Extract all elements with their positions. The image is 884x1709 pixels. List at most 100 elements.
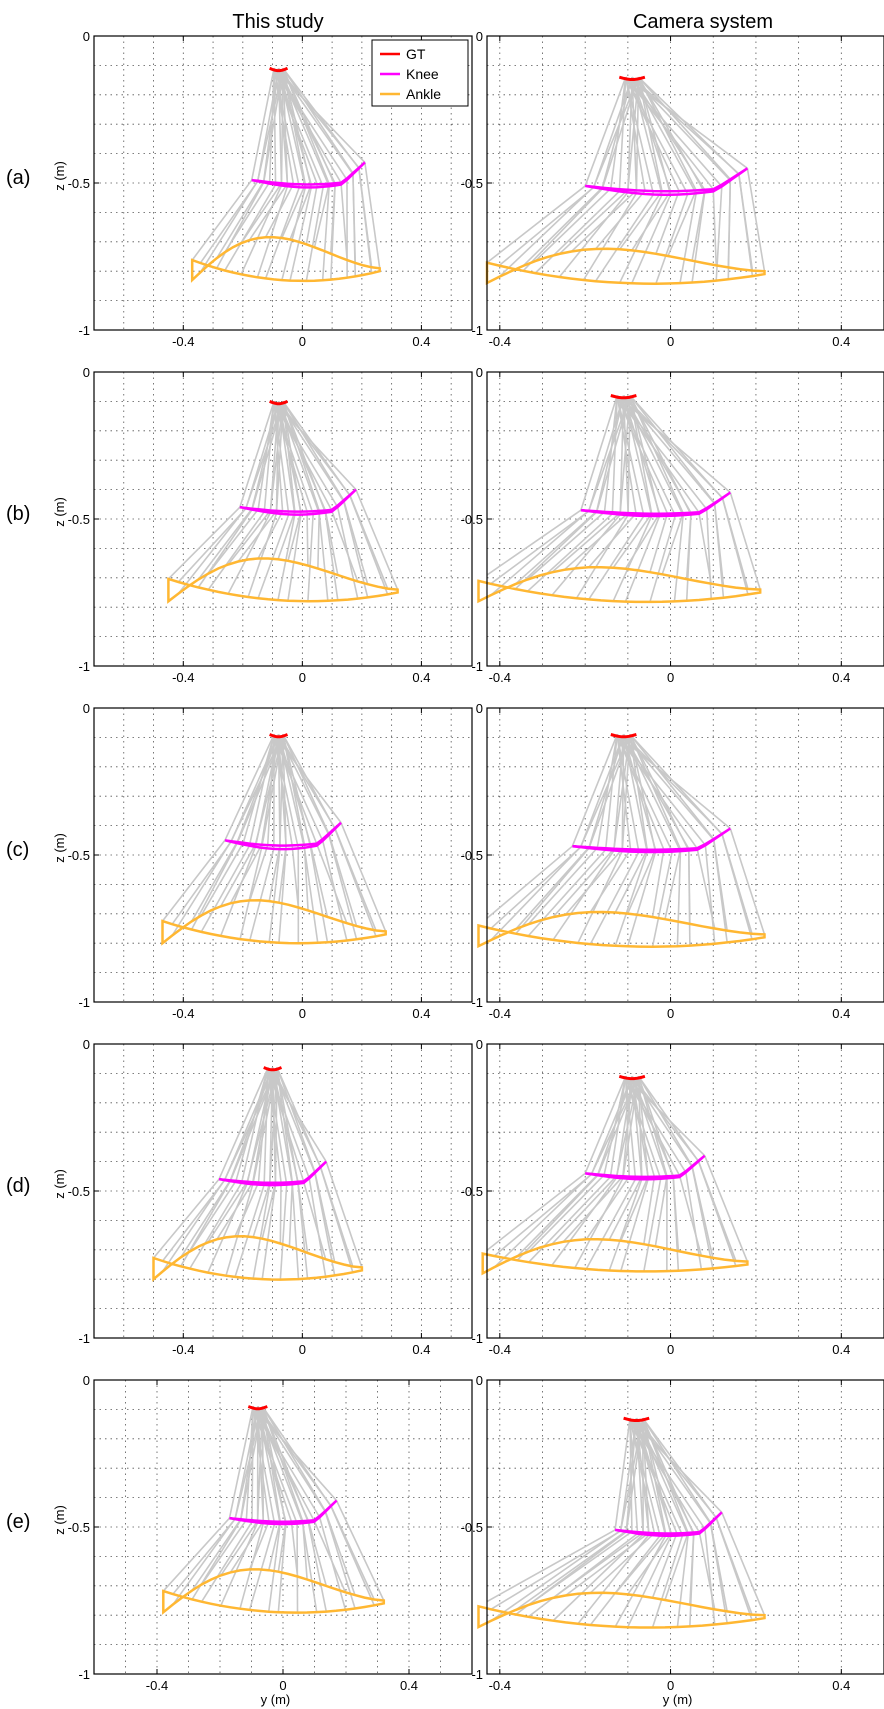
thigh-segment [267, 1067, 310, 1179]
shank-segment [487, 509, 582, 576]
thigh-segment [611, 395, 618, 514]
shank-segment [534, 187, 612, 262]
thigh-segment [601, 76, 633, 188]
shank-segment [324, 1510, 356, 1596]
thigh-segment [623, 733, 723, 835]
ankle-trajectory [190, 235, 381, 283]
thigh-segment [282, 68, 330, 185]
shank-segment [705, 509, 713, 599]
shank-segment [191, 179, 253, 261]
ankle-trajectory [477, 565, 762, 604]
shank-segment [676, 851, 682, 947]
shank-segment [334, 827, 377, 931]
thigh-segment [592, 76, 633, 188]
shank-segment [490, 1529, 622, 1622]
shank-segment [620, 1176, 649, 1242]
shank-segment [306, 511, 309, 566]
y-axis-label: z (m) [52, 1169, 67, 1199]
shank-segment [676, 1534, 689, 1628]
shank-segment [614, 1532, 667, 1594]
x-tick-label: 0.4 [832, 334, 850, 349]
shank-segment [307, 1522, 328, 1612]
thigh-segment [588, 395, 631, 512]
x-tick-label: -0.4 [489, 1006, 511, 1021]
shank-segment [191, 1518, 242, 1591]
ankle-trajectory [152, 1235, 364, 1282]
shank-segment [515, 846, 590, 930]
thigh-segment [273, 400, 357, 491]
thigh-segment [228, 1406, 254, 1519]
knee-trajectory [224, 821, 342, 851]
shank-segment [229, 844, 263, 904]
shank-segment [324, 510, 339, 576]
shank-segment [352, 173, 357, 263]
thigh-segment [625, 76, 723, 187]
shank-segment [673, 515, 684, 602]
thigh-segment [616, 734, 673, 852]
ankle-trajectory [477, 910, 766, 949]
shank-segment [493, 1173, 592, 1257]
thigh-segment [616, 395, 645, 517]
shank-segment [172, 1518, 236, 1606]
shank-segment [305, 186, 324, 281]
ankle-trajectory [481, 1237, 749, 1276]
shank-segment [252, 1184, 271, 1279]
thigh-segment [616, 395, 708, 510]
y-tick-label: -0.5 [68, 1184, 90, 1199]
shank-segment [498, 186, 595, 278]
gt-trajectory [263, 1066, 283, 1072]
x-tick-label: 0.4 [412, 334, 430, 349]
shank-segment [247, 513, 278, 598]
thigh-segment [618, 77, 627, 192]
thigh-segment [579, 734, 631, 848]
shank-segment [712, 189, 718, 266]
shank-segment [685, 512, 692, 580]
shank-segment [664, 848, 682, 920]
thigh-segment [263, 401, 275, 512]
thigh-segment [613, 734, 631, 849]
thigh-segment [260, 734, 280, 845]
y-tick-label: -1 [471, 1667, 483, 1682]
shank-segment [685, 1172, 703, 1270]
limb-segments [487, 76, 766, 284]
x-axis-label: y (m) [663, 1692, 693, 1707]
thigh-segment [277, 401, 302, 512]
y-tick-label: -0.5 [68, 176, 90, 191]
shank-segment [189, 1182, 243, 1270]
thigh-segment [273, 401, 284, 512]
shank-segment [614, 1535, 667, 1628]
shank-segment [727, 179, 732, 268]
shank-segment [552, 850, 615, 941]
thigh-segment [257, 1405, 332, 1507]
shank-segment [207, 511, 265, 591]
thigh-segment [588, 395, 625, 512]
shank-segment [248, 1521, 270, 1570]
x-tick-label: 0.4 [832, 1678, 850, 1693]
thigh-segment [277, 734, 287, 846]
shank-segment [551, 1177, 618, 1266]
x-tick-label: 0 [279, 1678, 286, 1693]
thigh-segment [273, 401, 333, 511]
shank-segment [712, 838, 728, 931]
shank-segment [267, 1523, 281, 1612]
shank-segment [527, 849, 607, 937]
thigh-segment [616, 734, 632, 850]
shank-segment [585, 1178, 637, 1270]
x-tick-label: -0.4 [489, 334, 511, 349]
chart-panel: -0.4 0 0.4 0 -0.5 -1 (b) z (m) [6, 365, 473, 685]
shank-segment [721, 1511, 766, 1616]
x-tick-label: -0.4 [172, 1006, 194, 1021]
chart-panel: -0.4 0 0.4 0 -0.5 -1 (e) z (m) y (m) [6, 1373, 473, 1707]
thigh-segment [635, 1417, 689, 1536]
shank-segment [691, 1165, 714, 1258]
thigh-segment [273, 401, 308, 512]
knee-trajectory [584, 167, 749, 196]
thigh-segment [616, 733, 707, 846]
thigh-segment [262, 68, 280, 182]
knee-trajectory [614, 1511, 723, 1538]
shank-segment [589, 1532, 655, 1594]
shank-segment [317, 510, 321, 569]
shank-segment [624, 513, 661, 570]
shank-segment [563, 512, 629, 571]
shank-segment [585, 1176, 630, 1240]
